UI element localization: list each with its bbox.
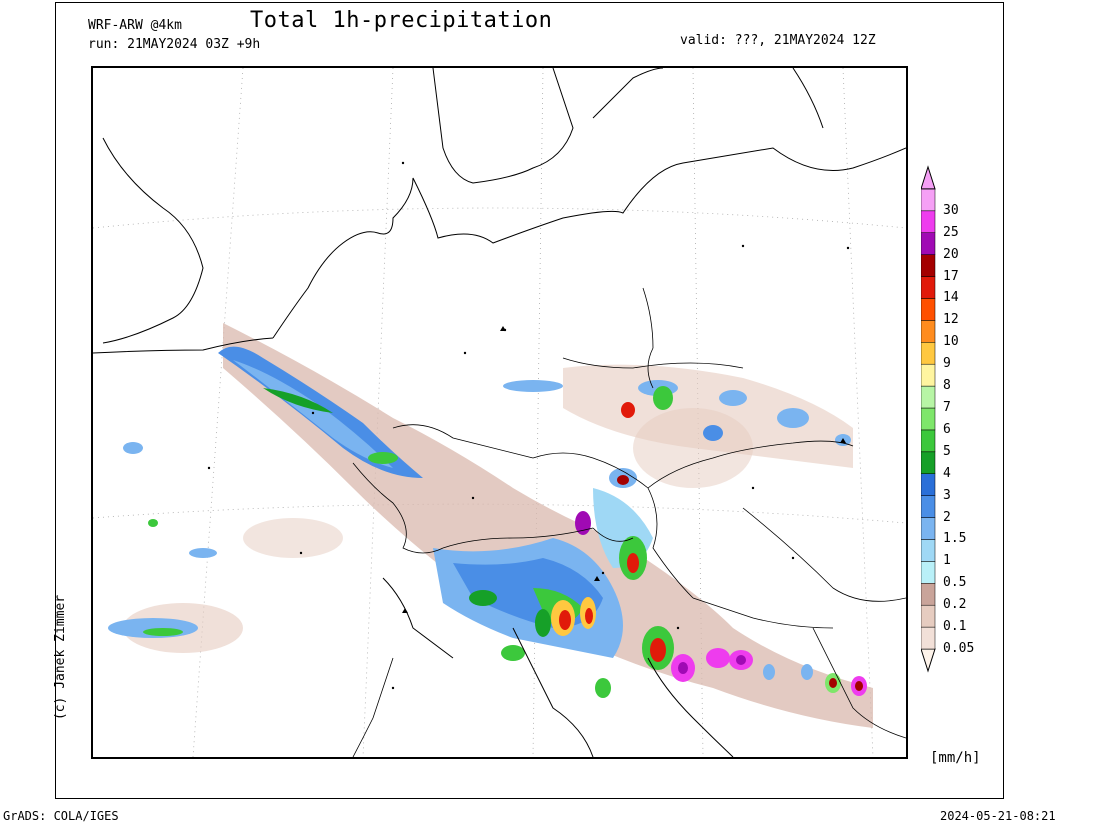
legend-level-label: 14	[943, 290, 959, 306]
legend-swatch	[921, 407, 936, 431]
legend-arrow-high	[921, 165, 936, 190]
country-borders	[352, 287, 906, 757]
legend-level-label: 0.5	[943, 575, 967, 591]
legend-swatch	[921, 495, 936, 518]
plot-frame	[55, 2, 1004, 799]
legend-level-label: 0.2	[943, 597, 967, 613]
legend-swatch	[921, 254, 936, 277]
legend-swatch	[921, 451, 936, 474]
legend-swatch	[921, 188, 936, 212]
legend-level-label: 30	[943, 202, 959, 218]
legend-level-label: 2	[943, 509, 951, 525]
legend-level-label: 4	[943, 465, 951, 481]
legend-level-label: 5	[943, 443, 951, 459]
legend-level-label: 1	[943, 553, 951, 569]
unit-label: [mm/h]	[930, 750, 981, 766]
legend-level-label: 1.5	[943, 531, 967, 547]
precipitation-field	[108, 323, 873, 728]
legend-level-label: 0.05	[943, 641, 975, 656]
legend-swatch	[921, 320, 936, 343]
legend-swatch	[921, 385, 936, 409]
valid-label: valid: ???, 21MAY2024 12Z	[680, 33, 876, 48]
legend-level-label: 17	[943, 268, 959, 284]
legend-level-label: 25	[943, 224, 959, 240]
legend-swatch	[921, 363, 936, 387]
legend-swatch	[921, 473, 936, 496]
legend-level-label: 6	[943, 421, 951, 437]
legend-level-label: 7	[943, 400, 951, 415]
city-markers	[207, 161, 850, 690]
run-label: run: 21MAY2024 03Z +9h	[88, 37, 261, 52]
legend-swatch	[921, 561, 936, 584]
legend-level-label: 20	[943, 246, 959, 262]
legend-swatch	[921, 232, 936, 255]
legend-swatch	[921, 539, 936, 562]
legend-swatch	[921, 604, 936, 628]
legend-swatch	[921, 626, 936, 650]
legend-level-label: 0.1	[943, 619, 967, 635]
legend-swatch	[921, 298, 936, 321]
legend-level-label: 3	[943, 487, 951, 503]
legend-level-label: 8	[943, 378, 951, 394]
legend-swatch	[921, 583, 936, 606]
color-legend	[921, 165, 936, 673]
legend-swatch	[921, 429, 936, 453]
legend-level-label: 12	[943, 312, 959, 328]
legend-level-label: 10	[943, 334, 959, 350]
legend-swatch	[921, 342, 936, 365]
footer-timestamp: 2024-05-21-08:21	[940, 809, 1056, 823]
legend-swatch	[921, 276, 936, 299]
footer-software: GrADS: COLA/IGES	[3, 809, 119, 823]
legend-swatch	[921, 210, 936, 233]
credit-label: (c) Janek Zimmer	[53, 594, 69, 721]
legend-swatch	[921, 517, 936, 540]
precipitation-map	[91, 66, 908, 759]
legend-level-label: 9	[943, 356, 951, 372]
coastlines	[93, 68, 906, 757]
map-svg	[93, 68, 906, 757]
model-label: WRF-ARW @4km	[88, 18, 182, 33]
legend-arrow-low	[921, 648, 936, 673]
map-title: Total 1h-precipitation	[250, 8, 553, 33]
